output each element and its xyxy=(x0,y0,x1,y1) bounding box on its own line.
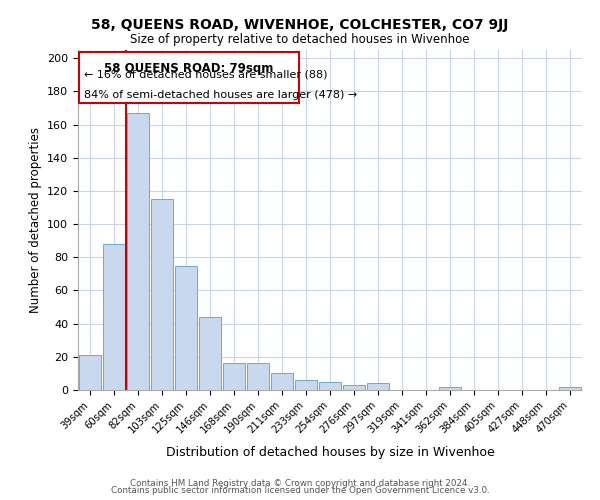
Text: Contains public sector information licensed under the Open Government Licence v3: Contains public sector information licen… xyxy=(110,486,490,495)
Bar xyxy=(175,266,197,390)
Text: ← 16% of detached houses are smaller (88): ← 16% of detached houses are smaller (88… xyxy=(84,70,328,80)
Text: 84% of semi-detached houses are larger (478) →: 84% of semi-detached houses are larger (… xyxy=(84,90,357,100)
Bar xyxy=(151,200,173,390)
Bar xyxy=(199,317,221,390)
Bar xyxy=(559,386,581,390)
Text: Contains HM Land Registry data © Crown copyright and database right 2024.: Contains HM Land Registry data © Crown c… xyxy=(130,478,470,488)
Text: 58, QUEENS ROAD, WIVENHOE, COLCHESTER, CO7 9JJ: 58, QUEENS ROAD, WIVENHOE, COLCHESTER, C… xyxy=(91,18,509,32)
Text: 58 QUEENS ROAD: 79sqm: 58 QUEENS ROAD: 79sqm xyxy=(104,62,274,74)
Bar xyxy=(247,364,269,390)
Y-axis label: Number of detached properties: Number of detached properties xyxy=(29,127,41,313)
Bar xyxy=(223,364,245,390)
Bar xyxy=(271,374,293,390)
Bar xyxy=(343,385,365,390)
Bar xyxy=(319,382,341,390)
Bar xyxy=(103,244,125,390)
Text: Size of property relative to detached houses in Wivenhoe: Size of property relative to detached ho… xyxy=(130,32,470,46)
Bar xyxy=(439,386,461,390)
FancyBboxPatch shape xyxy=(79,52,299,103)
Bar xyxy=(295,380,317,390)
Bar xyxy=(79,355,101,390)
Bar xyxy=(127,113,149,390)
Bar xyxy=(367,384,389,390)
X-axis label: Distribution of detached houses by size in Wivenhoe: Distribution of detached houses by size … xyxy=(166,446,494,460)
